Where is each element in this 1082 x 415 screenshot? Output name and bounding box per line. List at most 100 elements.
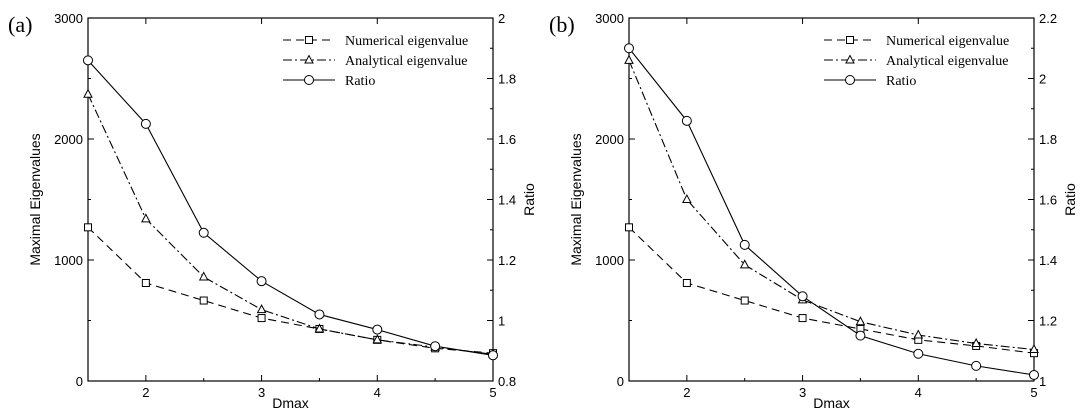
data-point-triangle xyxy=(83,88,93,98)
series-analytical-eigenvalue xyxy=(624,54,1039,354)
data-point-triangle xyxy=(1029,343,1039,354)
y-tick-label: 2000 xyxy=(54,132,83,147)
plot-frame xyxy=(87,17,494,382)
y2-tick-label: 1.2 xyxy=(1039,314,1057,329)
y-axis-title: Maximal Eigenvalues xyxy=(568,133,584,265)
y2-tick-label: 1 xyxy=(498,314,505,329)
series-line xyxy=(87,59,494,356)
data-point-square xyxy=(682,278,691,287)
legend-marker-square xyxy=(305,36,313,44)
data-point-triangle xyxy=(624,54,634,64)
data-point-square xyxy=(798,314,807,323)
data-point-triangle xyxy=(198,271,209,281)
data-point-circle xyxy=(83,55,93,66)
series-line xyxy=(628,47,1035,376)
y-tick-label: 0 xyxy=(617,374,624,389)
legend-label: Analytical eigenvalue xyxy=(886,54,1008,69)
legend-marker-triangle xyxy=(304,54,314,64)
series-numerical-eigenvalue xyxy=(84,223,497,358)
y2-tick-label: 1.8 xyxy=(498,72,516,87)
data-point-circle xyxy=(372,324,383,335)
data-point-square xyxy=(141,278,150,287)
data-point-circle xyxy=(681,115,692,126)
y2-tick-label: 1.2 xyxy=(498,253,516,268)
data-point-triangle xyxy=(739,259,750,269)
panel-label: (b) xyxy=(549,12,575,37)
y2-tick-label: 1.4 xyxy=(498,193,516,208)
legend-marker-square xyxy=(846,36,854,44)
data-point-triangle xyxy=(971,337,981,347)
y-tick-label: 2000 xyxy=(595,132,624,147)
data-point-circle xyxy=(624,43,634,54)
chart-panel-a: 2 3 4 5 0 1000 2000 3000 0.8 1 1.2 1.4 1.6 1.8 2 Dmax Ma… xyxy=(8,11,537,411)
data-point-circle xyxy=(1029,369,1039,380)
y-tick-label: 3000 xyxy=(595,11,624,26)
x-axis-title: Dmax xyxy=(813,395,850,411)
x-tick-label: 2 xyxy=(683,385,690,400)
data-point-circle xyxy=(314,309,325,320)
y2-tick-label: 2.2 xyxy=(1039,11,1057,26)
x-tick-label: 4 xyxy=(374,385,381,400)
data-point-circle xyxy=(140,118,151,129)
y-tick-label: 0 xyxy=(76,374,83,389)
data-point-square xyxy=(740,296,749,305)
series-ratio xyxy=(83,55,498,361)
series-ratio xyxy=(624,43,1039,380)
data-point-circle xyxy=(797,291,808,302)
y-tick-label: 1000 xyxy=(54,253,83,268)
y2-tick-label: 1 xyxy=(1039,374,1046,389)
series-line xyxy=(628,60,1035,351)
data-point-circle xyxy=(488,350,498,361)
y2-tick-label: 1.6 xyxy=(1039,193,1057,208)
data-point-triangle xyxy=(855,316,866,326)
legend-marker-circle xyxy=(304,75,314,85)
data-point-square xyxy=(625,223,633,232)
y2-axis-title: Ratio xyxy=(1062,183,1078,216)
data-point-circle xyxy=(971,360,982,371)
data-point-square xyxy=(257,314,266,323)
x-tick-label: 3 xyxy=(258,385,265,400)
series-line xyxy=(87,226,494,354)
y2-tick-label: 1.8 xyxy=(1039,132,1057,147)
x-tick-label: 2 xyxy=(142,385,149,400)
y2-tick-label: 0.8 xyxy=(498,374,516,389)
data-point-circle xyxy=(198,227,209,238)
legend-label: Ratio xyxy=(345,74,375,89)
data-point-square xyxy=(199,296,208,305)
data-point-triangle xyxy=(372,334,383,344)
panel-label: (a) xyxy=(8,12,32,37)
y-tick-label: 1000 xyxy=(595,253,624,268)
y2-tick-label: 2 xyxy=(1039,72,1046,87)
y-axis-title: Maximal Eigenvalues xyxy=(27,133,43,265)
x-axis-title: Dmax xyxy=(272,395,309,411)
data-point-triangle xyxy=(314,323,325,333)
legend-marker-circle xyxy=(845,75,855,85)
y2-tick-label: 1.6 xyxy=(498,132,516,147)
legend-label: Numerical eigenvalue xyxy=(886,34,1009,49)
y2-tick-label: 1.4 xyxy=(1039,253,1057,268)
data-point-triangle xyxy=(913,329,924,339)
legend-label: Numerical eigenvalue xyxy=(345,34,468,49)
y2-axis-title: Ratio xyxy=(521,183,537,216)
data-point-circle xyxy=(855,330,866,341)
series-line xyxy=(87,93,494,355)
y-tick-label: 3000 xyxy=(54,11,83,26)
x-tick-label: 5 xyxy=(1030,385,1037,400)
series-line xyxy=(628,226,1035,354)
data-point-circle xyxy=(739,239,750,250)
legend-marker-triangle xyxy=(845,54,855,64)
chart-panel-b: 2 3 4 5 0 1000 2000 3000 1 1.2 1.4 1.6 1.8 2 2.2 Dmax Ma… xyxy=(549,11,1078,411)
data-point-circle xyxy=(430,341,441,352)
data-point-circle xyxy=(913,348,924,359)
x-tick-label: 4 xyxy=(915,385,922,400)
data-point-triangle xyxy=(256,304,267,314)
data-point-triangle xyxy=(682,193,692,203)
data-point-circle xyxy=(256,276,267,287)
series-analytical-eigenvalue xyxy=(83,88,498,358)
data-point-square xyxy=(84,223,92,232)
data-point-triangle xyxy=(141,213,151,223)
legend-label: Analytical eigenvalue xyxy=(345,54,467,69)
series-numerical-eigenvalue xyxy=(625,223,1038,358)
x-tick-label: 3 xyxy=(799,385,806,400)
y2-tick-label: 2 xyxy=(498,11,505,26)
